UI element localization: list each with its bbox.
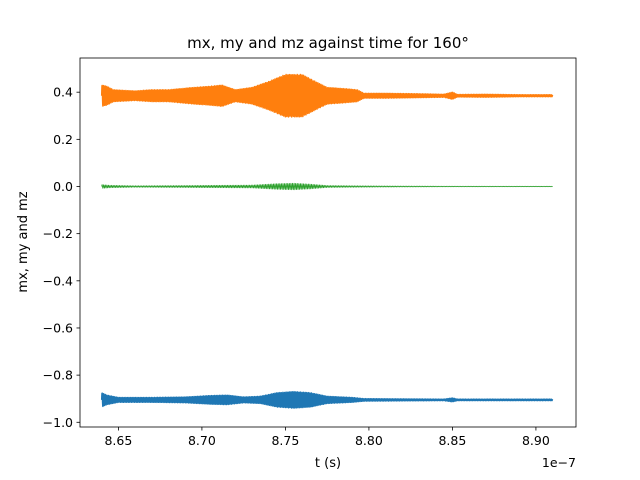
x-axis-label: t (s) <box>315 456 341 471</box>
series-line-1 <box>101 182 553 191</box>
x-tick-label: 8.65 <box>104 433 132 448</box>
y-tick-label: −1.0 <box>43 415 73 430</box>
x-tick-label: 8.90 <box>522 433 550 448</box>
x-axis: 8.65 8.70 8.75 8.80 8.85 8.90 <box>104 427 550 448</box>
plot-area <box>100 73 554 409</box>
x-offset-label: 1e−7 <box>542 455 576 470</box>
y-tick-label: −0.2 <box>43 226 73 241</box>
y-tick-label: 0.2 <box>53 132 73 147</box>
series-line-2 <box>100 390 554 409</box>
chart-title: mx, my and mz against time for 160° <box>187 34 469 52</box>
series-line-0 <box>100 73 554 118</box>
y-tick-label: 0.0 <box>53 179 73 194</box>
y-tick-label: −0.6 <box>43 320 73 335</box>
y-tick-label: −0.8 <box>43 368 73 383</box>
y-tick-label: −0.4 <box>43 273 73 288</box>
y-tick-label: 0.4 <box>53 85 73 100</box>
axes-frame <box>79 57 577 428</box>
x-tick-label: 8.75 <box>271 433 299 448</box>
y-axis: 0.4 0.2 0.0 −0.2 −0.4 −0.6 −0.8 −1.0 <box>43 85 80 430</box>
x-tick-label: 8.85 <box>438 433 466 448</box>
x-tick-label: 8.70 <box>188 433 216 448</box>
x-tick-label: 8.80 <box>355 433 383 448</box>
y-axis-label: mx, my and mz <box>16 191 31 292</box>
